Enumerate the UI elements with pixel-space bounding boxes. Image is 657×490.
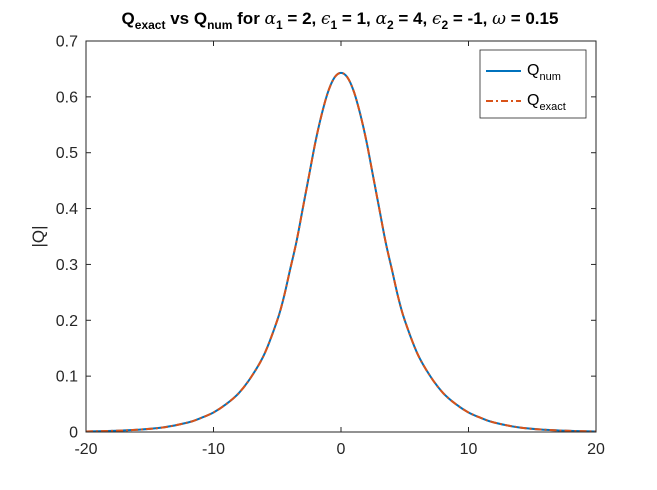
x-tick-label: -20 xyxy=(74,441,97,458)
y-tick-label: 0.6 xyxy=(56,89,78,106)
legend: Qnum​ Qexact​ xyxy=(479,49,587,119)
y-tick-label: 0.2 xyxy=(56,313,78,330)
y-axis-label: |Q| xyxy=(29,225,48,247)
y-tick-label: 0.7 xyxy=(56,34,78,51)
series-layer xyxy=(85,71,597,433)
y-tick-label: 0 xyxy=(69,425,78,442)
chart-title: Qexact​ vs Qnum​ for α1​ = 2, ϵ1​ = 1, α… xyxy=(122,9,559,32)
y-axis-ticks: 0 0.1 0.2 0.3 0.4 0.5 0.6 0.7 xyxy=(56,34,596,442)
y-tick-label: 0.4 xyxy=(56,201,78,218)
x-tick-label: 0 xyxy=(337,441,346,458)
legend-box xyxy=(479,49,587,119)
y-tick-label: 0.1 xyxy=(56,369,78,386)
y-tick-label: 0.3 xyxy=(56,257,78,274)
legend-label: Qexact​ xyxy=(527,92,566,113)
plot-frame xyxy=(85,40,597,433)
x-tick-label: 10 xyxy=(460,441,478,458)
y-tick-label: 0.5 xyxy=(56,145,78,162)
x-tick-label: -10 xyxy=(202,441,225,458)
series-q-exact-line xyxy=(85,71,597,433)
x-tick-label: 20 xyxy=(587,441,605,458)
x-axis-ticks: -20 -10 0 10 20 xyxy=(74,41,605,458)
legend-label: Qnum​ xyxy=(527,62,561,83)
